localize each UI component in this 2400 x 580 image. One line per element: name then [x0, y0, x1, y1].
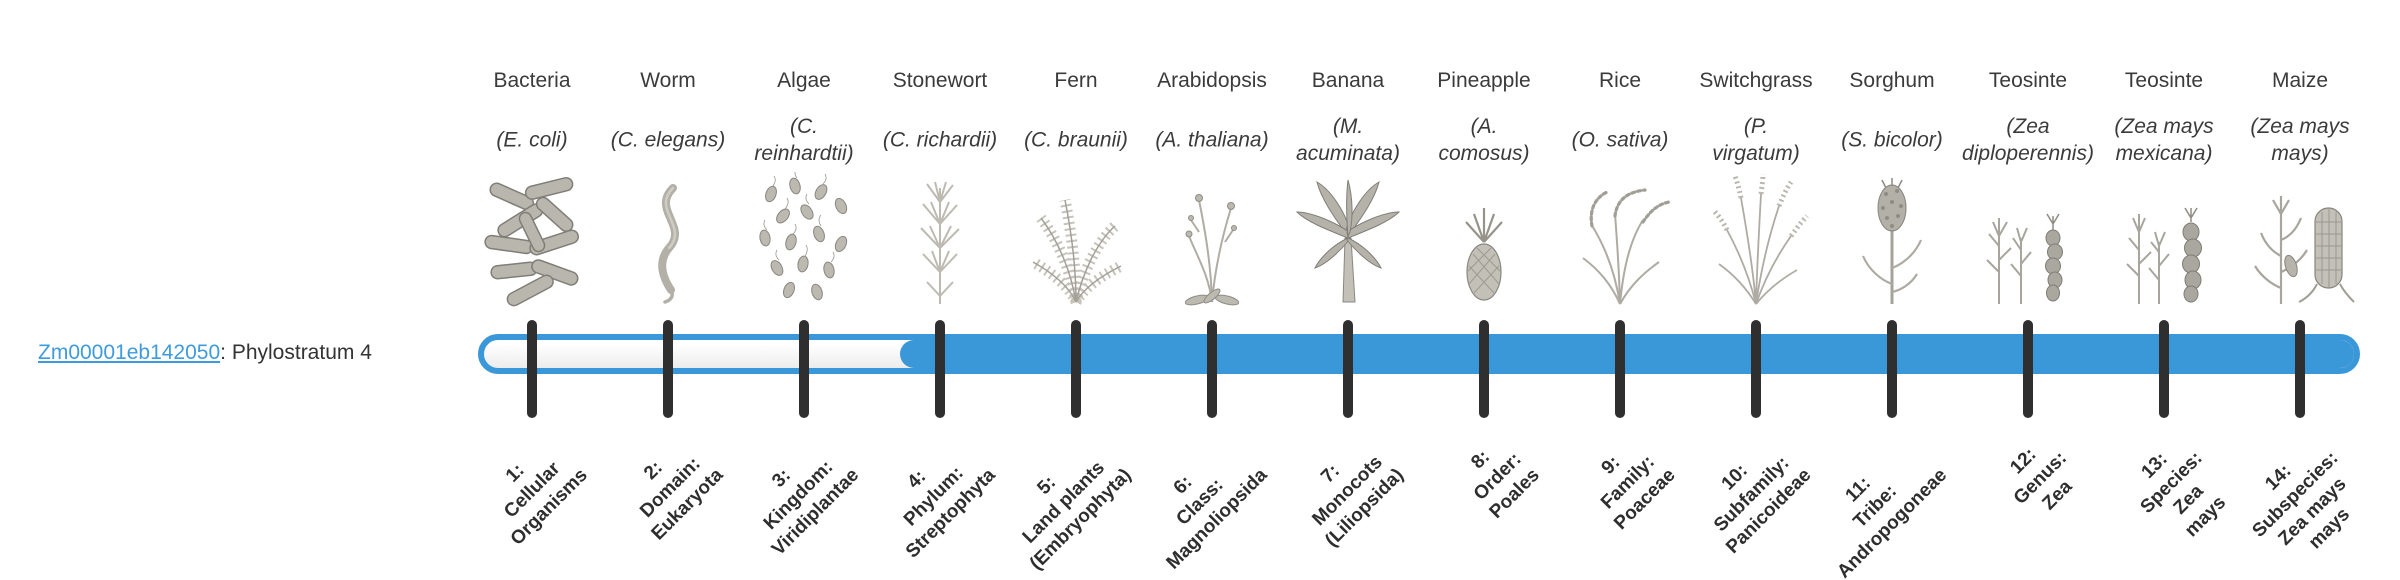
stratum-label: 11: Tribe: Andropogoneae	[1833, 464, 1952, 580]
tick-mark	[1343, 320, 1353, 418]
stratum-label: 2: Domain: Eukaryota	[636, 453, 728, 545]
stratum-label: 14: Subspecies: Zea mays mays	[2248, 447, 2355, 554]
organism-scientific-name: (Zea mays mays)	[2250, 115, 2350, 165]
organism-name: Arabidopsis	[1157, 69, 1267, 92]
organism-name: Sorghum	[1849, 69, 1935, 92]
organism-name: Pineapple	[1437, 69, 1531, 92]
tick-mark	[2159, 320, 2169, 418]
phylostrata-bar-fill	[900, 340, 2354, 368]
stratum-label: 12: Genus: Zea	[2005, 444, 2076, 515]
organism-scientific-name: (Zea diploperennis)	[1962, 115, 2094, 165]
teosinte-diploperennis-image	[1973, 172, 2083, 307]
tick-mark	[1207, 320, 1217, 418]
fern-image	[1021, 172, 1131, 307]
organism-scientific-name: (C. richardii)	[882, 128, 998, 152]
stratum-label: 13: Species: Zea mays	[2136, 447, 2231, 542]
algae-image	[749, 172, 859, 307]
organism-scientific-name: (Zea mays mexicana)	[2114, 115, 2214, 165]
switchgrass-image	[1701, 172, 1811, 307]
worm-image	[613, 172, 723, 307]
organism-scientific-name: (M. acuminata)	[1296, 115, 1400, 165]
tick-mark	[2023, 320, 2033, 418]
organism-name: Bacteria	[493, 69, 571, 92]
organism-scientific-name: (A. thaliana)	[1155, 128, 1269, 152]
sorghum-image	[1837, 172, 1947, 307]
tick-mark	[527, 320, 537, 418]
tick-mark	[935, 320, 945, 418]
rice-image	[1565, 172, 1675, 307]
teosinte-mexicana-image	[2109, 172, 2219, 307]
tick-mark	[1479, 320, 1489, 418]
banana-image	[1293, 172, 1403, 307]
organism-name: Teosinte	[2124, 69, 2204, 92]
stratum-label: 1: Cellular Organisms	[499, 458, 592, 550]
stratum-label: 7: Monocots (Liliopsida)	[1308, 451, 1408, 552]
stratum-label: 3: Kingdom: Viridiplantae	[760, 456, 864, 560]
organism-name: Teosinte	[1988, 69, 2068, 92]
organism-scientific-name: (O. sativa)	[1571, 128, 1669, 152]
organism-name: Rice	[1598, 69, 1642, 92]
stratum-label: 6: Class: Magnoliopsida	[1162, 464, 1272, 574]
stratum-label: 4: Phylum: Streptophyta	[899, 462, 1000, 563]
tick-mark	[1615, 320, 1625, 418]
organism-name: Stonewort	[892, 69, 988, 92]
pineapple-image	[1429, 172, 1539, 307]
stratum-label: 10: Subfamily: Panicoideae	[1710, 452, 1816, 558]
maize-image	[2245, 172, 2355, 307]
organism-scientific-name: (E. coli)	[496, 128, 568, 152]
gene-label: Zm00001eb142050: Phylostratum 4	[38, 340, 372, 366]
arabidopsis-image	[1157, 172, 1267, 307]
stonewort-image	[885, 172, 995, 307]
tick-mark	[799, 320, 809, 418]
organism-scientific-name: (C. braunii)	[1024, 128, 1128, 152]
stratum-label: 8: Order: Poales	[1467, 446, 1544, 523]
tick-mark	[2295, 320, 2305, 418]
organism-name: Switchgrass	[1699, 69, 1813, 92]
gene-id-link[interactable]: Zm00001eb142050	[38, 341, 221, 364]
bacteria-image	[477, 172, 587, 307]
organism-scientific-name: (S. bicolor)	[1841, 128, 1943, 152]
tick-mark	[663, 320, 673, 418]
organism-name: Maize	[2271, 69, 2329, 92]
tick-mark	[1071, 320, 1081, 418]
organism-scientific-name: (P. virgatum)	[1712, 115, 1800, 165]
organism-name: Worm	[640, 69, 696, 92]
organism-scientific-name: (C. reinhardtii)	[754, 115, 854, 165]
organism-name: Fern	[1054, 69, 1098, 92]
stratum-label: 9: Family: Poaceae	[1596, 451, 1680, 535]
organism-scientific-name: (A. comosus)	[1438, 115, 1530, 165]
organism-name: Algae	[777, 69, 831, 92]
organism-scientific-name: (C. elegans)	[610, 128, 726, 152]
stratum-label: 5: Land plants (Embryophyta)	[1018, 457, 1136, 575]
tick-mark	[1751, 320, 1761, 418]
tick-mark	[1887, 320, 1897, 418]
organism-name: Banana	[1311, 69, 1385, 92]
gene-phylostratum-text: : Phylostratum 4	[220, 341, 372, 364]
